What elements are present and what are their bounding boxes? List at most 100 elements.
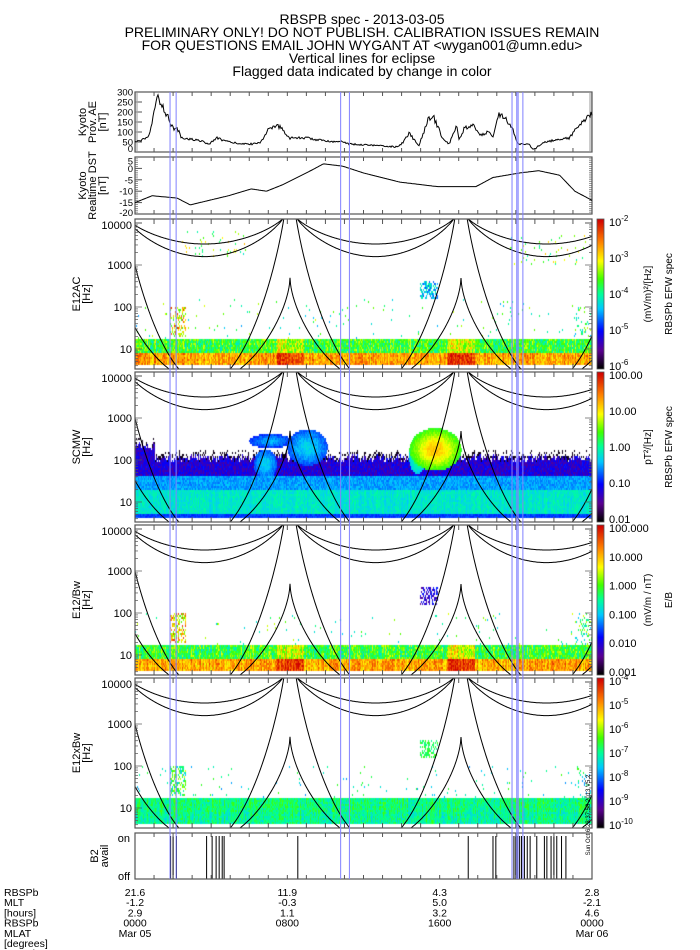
frequency-curve	[135, 219, 592, 369]
colorbar-tick-label: 10-9	[609, 793, 629, 808]
colorbar-tick-label: 10-10	[609, 817, 633, 832]
colorbar-tick-label: 1.000	[609, 581, 637, 593]
y-axis-title: [nT]	[97, 176, 109, 195]
y-tick-label: 10	[120, 344, 132, 356]
x-axis-time-label: 0000	[580, 918, 604, 930]
scmw-colorbar	[597, 372, 604, 522]
y-axis-title: [Hz]	[81, 284, 93, 304]
b2-avail-frame	[134, 832, 593, 880]
x-axis-v3-label: 2.9	[128, 907, 143, 919]
y-axis-title: Realtime DST	[87, 151, 99, 220]
y-tick-label: 100	[114, 761, 132, 773]
colorbar-tick-label: 10-2	[609, 214, 629, 229]
colorbar-title: E/B	[664, 592, 675, 608]
title-note: FOR QUESTIONS EMAIL JOHN WYGANT AT <wyga…	[142, 37, 583, 53]
frequency-curve	[135, 219, 592, 258]
frequency-curve	[135, 372, 592, 398]
y-tick-label: 10000	[101, 679, 132, 691]
colorbar-tick-label: 0.001	[609, 667, 637, 679]
y-tick-label: 0	[128, 144, 133, 155]
e12bw-panel: 10000 1000 100 10 E12/Bw[Hz] 100.000 10.000 1.0…	[71, 523, 675, 679]
frequency-curve	[135, 372, 592, 522]
x-axis-v3-label: 3.2	[432, 907, 447, 919]
ae-frame	[134, 91, 593, 153]
y-tick-label: 10	[120, 650, 132, 662]
x-axis-v1-label: 21.6	[125, 887, 146, 899]
generation-stamp: Sun Oct 6 23:37:58 2013 V5.2	[586, 774, 592, 855]
y-tick-label: 100	[114, 608, 132, 620]
colorbar-unit-label: (mV/m)²/[Hz]	[643, 265, 654, 322]
dst-series-line	[134, 163, 593, 206]
x-axis-v1-label: 11.9	[277, 887, 297, 899]
frequency-curve	[135, 525, 592, 564]
plot-title: RBSPB spec - 2013-03-05	[280, 11, 445, 27]
colorbar-unit-label: (mV/m / nT)	[643, 574, 654, 627]
y-axis-title: E12AC	[71, 277, 83, 312]
y-tick-label: 1000	[108, 413, 132, 425]
frequency-curve	[135, 525, 592, 675]
y-axis-title: SCMW	[71, 429, 83, 464]
x-axis-row-label: RBSPb	[4, 918, 39, 930]
y-tick-label: 1000	[108, 260, 132, 272]
x-axis-row-label: MLT	[4, 897, 25, 909]
colorbar-title: RBSPb EFW spec	[664, 253, 675, 335]
colorbar-tick-label: 10-6	[609, 721, 629, 736]
title-note: Flagged data indicated by change in colo…	[232, 63, 492, 79]
y-tick-label: 1000	[108, 566, 132, 578]
y-tick-label: -15	[119, 198, 133, 209]
x-axis-date-label: Mar 05	[119, 928, 152, 940]
x-axis-v3-label: 1.1	[280, 907, 295, 919]
scmw-panel: 10000 1000 100 10 SCMW[Hz] 100.00 10.00 1.00 0.1…	[71, 370, 675, 526]
colorbar-tick-label: 10-3	[609, 250, 629, 265]
b2-axis-title: avail	[99, 845, 111, 868]
b2-off-label: off	[118, 871, 131, 883]
e12ac-panel: 10000 1000 100 10 E12AC[Hz] 10-2 10-3 10-4 10-5 1…	[71, 214, 675, 373]
colorbar-tick-label: 10.000	[609, 552, 643, 564]
y-tick-label: 300	[117, 88, 133, 99]
x-axis-time-label: 0000	[123, 918, 147, 930]
y-tick-label: 100	[114, 455, 132, 467]
y-tick-label: 10	[120, 497, 132, 509]
y-tick-label: 250	[117, 98, 133, 109]
y-tick-label: -20	[119, 208, 133, 219]
colorbar-tick-label: 0.10	[609, 478, 630, 490]
x-axis-time-label: 1600	[428, 918, 452, 930]
y-axis-title: [Hz]	[81, 590, 93, 610]
x-axis-row-label: [degrees]	[4, 938, 48, 950]
colorbar-tick-label: 100.000	[609, 523, 649, 535]
e12bw-frame	[134, 524, 593, 676]
y-tick-label: 10000	[101, 373, 132, 385]
e12ac-colorbar	[597, 219, 604, 369]
x-axis-v3-label: 4.6	[585, 907, 600, 919]
colorbar-tick-label: 100.00	[609, 370, 643, 382]
colorbar-tick-label: 0.01	[609, 514, 630, 526]
x-axis-v1-label: 2.8	[585, 887, 600, 899]
y-tick-label: -10	[119, 187, 133, 198]
title-note: PRELIMINARY ONLY! DO NOT PUBLISH. CALIBR…	[125, 24, 600, 40]
x-axis-row-label: [hours]	[4, 907, 36, 919]
e12xbw-panel: 10000 1000 100 10 E12xBw[Hz] 10-4 10-5 10-6 10-7…	[71, 673, 633, 832]
colorbar-tick-label: 10-5	[609, 697, 629, 712]
x-axis-v2-label: -1.2	[126, 897, 144, 909]
scmw-frame	[134, 371, 593, 523]
colorbar-tick-label: 10-4	[609, 673, 629, 688]
frequency-curve	[135, 372, 592, 411]
y-tick-label: 1000	[108, 719, 132, 731]
y-tick-label: 200	[117, 108, 133, 119]
colorbar-tick-label: 10.00	[609, 406, 637, 418]
colorbar-tick-label: 10-8	[609, 769, 629, 784]
ae-series-line	[134, 93, 593, 150]
y-tick-label: 10000	[101, 526, 132, 538]
y-tick-label: 0	[128, 164, 133, 175]
frequency-curve	[135, 219, 592, 245]
x-axis-time-label: 0800	[276, 918, 300, 930]
title-note: Vertical lines for eclipse	[289, 50, 436, 66]
y-tick-label: 150	[117, 118, 133, 129]
x-axis-v2-label: -2.1	[583, 897, 601, 909]
y-tick-label: 100	[114, 302, 132, 314]
colorbar-tick-label: 0.100	[609, 609, 637, 621]
x-axis-date-label: Mar 06	[576, 928, 609, 940]
colorbar-tick-label: 0.010	[609, 638, 637, 650]
